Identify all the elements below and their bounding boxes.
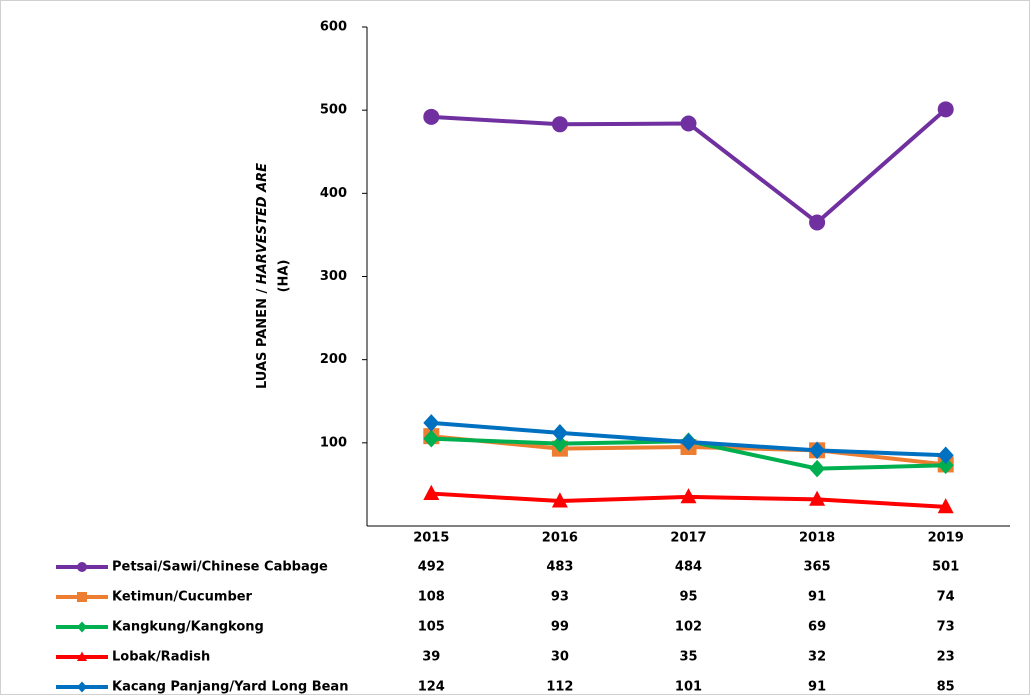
legend-label: Lobak/Radish [112,650,210,665]
marker [937,446,954,465]
y-tick-label: 600 [320,20,347,35]
table-value: 102 [675,620,702,635]
table-value: 112 [546,680,573,695]
legend-label: Kangkung/Kangkong [112,620,264,635]
table-value: 91 [808,590,826,605]
marker [423,484,440,500]
legend-label: Ketimun/Cucumber [112,590,253,605]
table-value: 39 [422,650,440,665]
table-value: 85 [937,680,955,695]
marker [680,115,697,132]
table-value: 365 [804,560,831,575]
table-value: 492 [418,560,445,575]
table-value: 93 [551,590,569,605]
marker [551,434,568,453]
marker [809,214,826,231]
marker [77,651,87,661]
marker [77,562,87,572]
table-value: 483 [546,560,573,575]
marker [809,441,826,460]
x-tick-label: 2017 [670,531,706,546]
y-axis-label-unit: (HA) [277,260,292,293]
marker [937,498,954,514]
marker [809,459,826,478]
marker [77,621,87,633]
marker [423,108,440,125]
table-value: 501 [932,560,959,575]
table-value: 23 [937,650,955,665]
marker [937,456,954,475]
y-label-part: LUAS PANEN / [255,284,270,389]
x-tick-label: 2016 [542,531,578,546]
marker [551,116,568,133]
y-tick-label: 400 [320,186,347,201]
marker [809,490,826,506]
y-label-part: HARVESTED ARE [255,163,270,284]
y-axis-label: LUAS PANEN / HARVESTED ARE [255,163,270,389]
marker [77,592,87,602]
marker [423,429,440,448]
table-value: 91 [808,680,826,695]
table-value: 30 [551,650,569,665]
table-value: 101 [675,680,702,695]
table-value: 35 [679,650,697,665]
marker [551,424,568,442]
marker [937,101,954,118]
table-value: 124 [418,680,445,695]
marker [77,681,87,693]
legend-label: Petsai/Sawi/Chinese Cabbage [112,560,328,575]
y-tick-label: 300 [320,269,347,284]
table-value: 108 [418,590,445,605]
table-value: 32 [808,650,826,665]
y-tick-label: 200 [320,352,347,367]
table-value: 105 [418,620,445,635]
x-tick-label: 2015 [413,531,449,546]
x-tick-label: 2019 [928,531,964,546]
table-value: 74 [937,590,955,605]
table-value: 95 [679,590,697,605]
table-value: 69 [808,620,826,635]
marker [680,433,697,451]
marker [551,492,568,508]
y-tick-label: 100 [320,435,347,450]
legend-label: Kacang Panjang/Yard Long Bean [112,680,348,695]
marker [680,488,697,504]
x-tick-label: 2018 [799,531,835,546]
marker [423,414,440,432]
table-value: 73 [937,620,955,635]
table-value: 99 [551,620,569,635]
y-tick-label: 500 [320,103,347,118]
table-value: 484 [675,560,702,575]
